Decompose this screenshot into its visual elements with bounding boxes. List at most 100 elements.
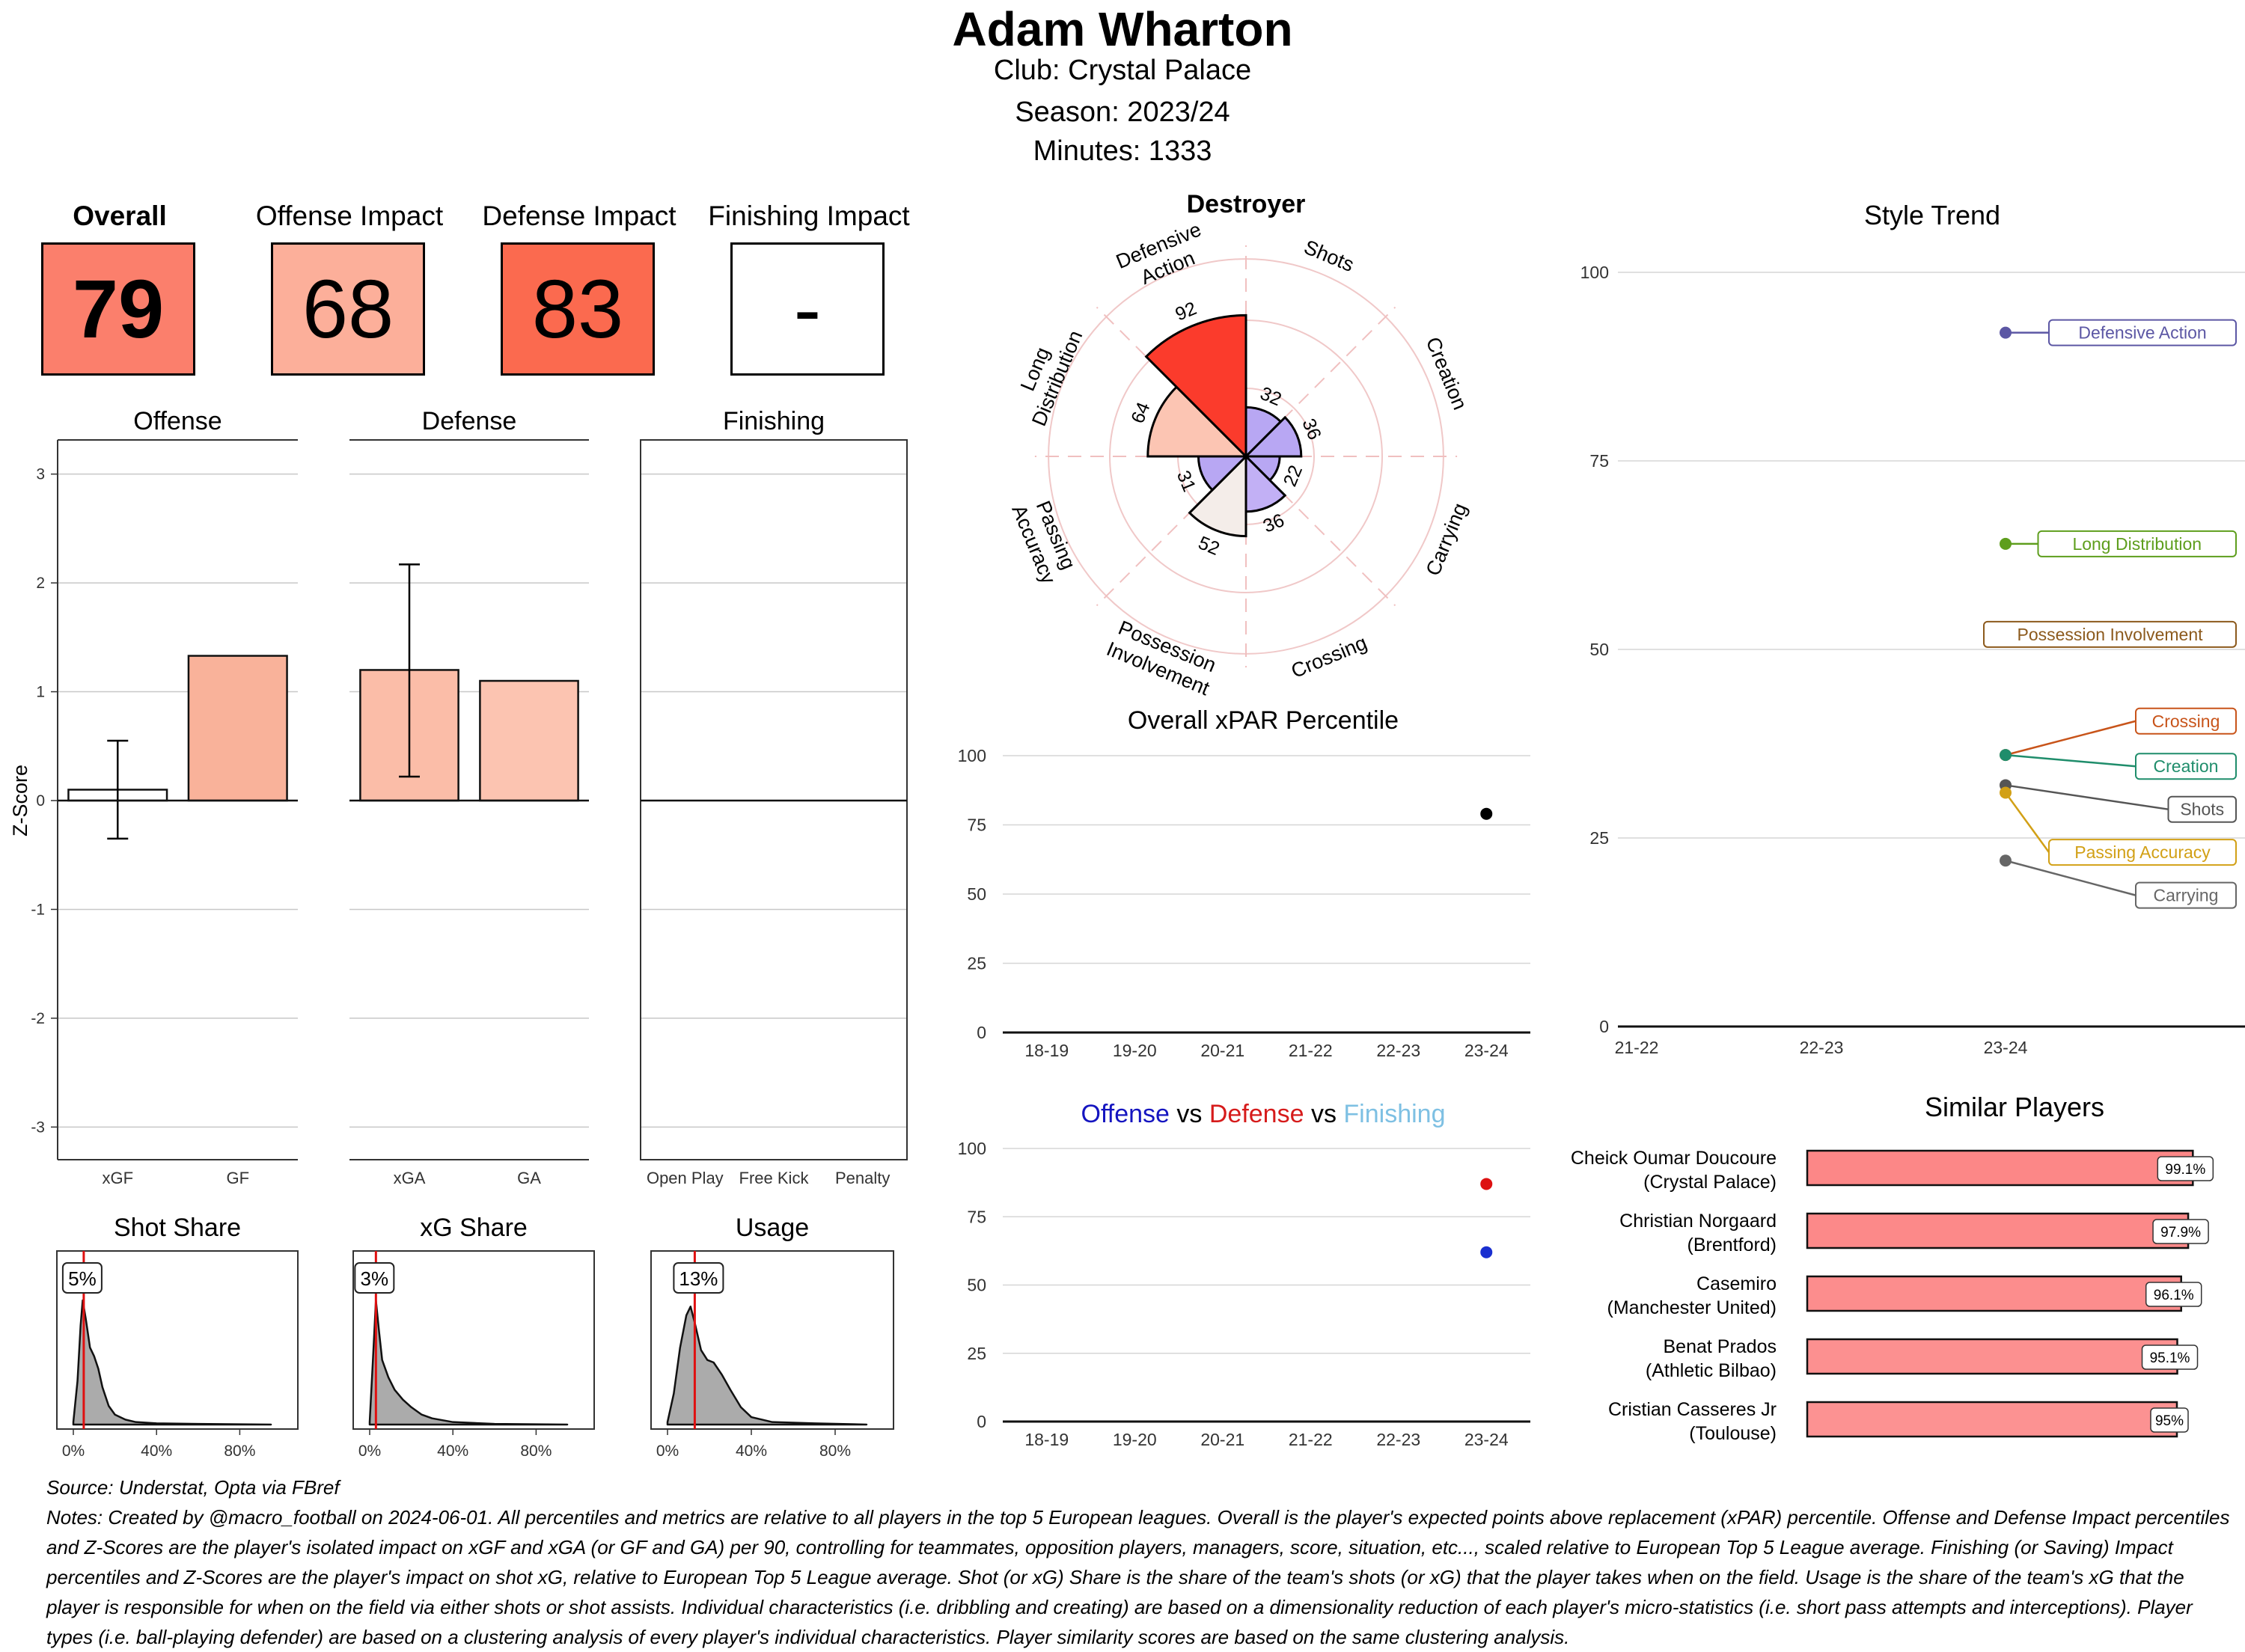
y-tick-label: -3 bbox=[31, 1119, 45, 1136]
source-note: Source: Understat, Opta via FBref bbox=[46, 1476, 340, 1499]
x-tick-label: 21-22 bbox=[1615, 1038, 1659, 1057]
x-tick-label: 23-24 bbox=[1984, 1038, 2028, 1057]
radar-wedge-creation bbox=[1243, 415, 1303, 458]
radar-value-label: 31 bbox=[1173, 468, 1200, 495]
value-label: 5% bbox=[68, 1267, 97, 1290]
series-label-box bbox=[2167, 795, 2237, 823]
share-shot-share: Shot Share 5% 0% 40% 80% bbox=[56, 1214, 299, 1460]
offense-defense-finishing-chart: Offense vs Defense vs Finishing 100 75 50 25… bbox=[958, 1100, 1530, 1449]
series-connector bbox=[2004, 792, 2050, 853]
similarity-label: 95.1% bbox=[2150, 1350, 2190, 1366]
score-label: Offense Impact bbox=[255, 201, 444, 231]
radar-value-label: 32 bbox=[1257, 383, 1284, 411]
x-tick-label: xGF bbox=[102, 1169, 133, 1187]
similarity-label-box bbox=[2145, 1282, 2202, 1307]
x-tick-label: GF bbox=[226, 1169, 249, 1187]
x-tick-label: 80% bbox=[224, 1443, 255, 1460]
x-tick-label: Free Kick bbox=[739, 1169, 810, 1187]
value-label: 3% bbox=[361, 1267, 389, 1290]
radar-spoke bbox=[1266, 306, 1396, 436]
score-value: 79 bbox=[41, 242, 195, 376]
series-label: Creation bbox=[2154, 756, 2219, 776]
y-tick-label: 75 bbox=[967, 1207, 986, 1226]
x-tick-label: 40% bbox=[141, 1443, 172, 1460]
radar-value-label: 92 bbox=[1173, 298, 1200, 325]
series-label-box bbox=[2135, 707, 2237, 735]
y-tick-label: 1 bbox=[36, 684, 45, 701]
series-point bbox=[2000, 537, 2012, 550]
series-label: Passing Accuracy bbox=[2074, 842, 2211, 862]
share-title: Usage bbox=[736, 1214, 809, 1242]
style-trend-chart: Style Trend 100 75 50 25 0 21-22 22-23 23-24 Defe… bbox=[1580, 200, 2245, 1057]
x-tick-label: 19-20 bbox=[1113, 1041, 1157, 1060]
player-club: (Crystal Palace) bbox=[1643, 1172, 1777, 1193]
x-tick-label: 21-22 bbox=[1289, 1041, 1333, 1060]
bar-gf bbox=[187, 655, 288, 802]
score-label: Overall bbox=[73, 201, 167, 231]
similarity-label: 97.9% bbox=[2160, 1225, 2201, 1240]
xpar-chart: Overall xPAR Percentile 100 75 50 25 0 18-19 19… bbox=[958, 706, 1530, 1060]
series-label-box bbox=[2135, 881, 2237, 909]
y-tick-label: 50 bbox=[967, 884, 986, 904]
player-name: Benat Prados bbox=[1664, 1336, 1777, 1357]
y-tick-label: 50 bbox=[1589, 640, 1609, 659]
series-label-box bbox=[2135, 753, 2237, 780]
radar-value-label: 64 bbox=[1127, 399, 1155, 426]
share-title: Shot Share bbox=[114, 1214, 241, 1242]
x-tick-label: 22-23 bbox=[1800, 1038, 1844, 1057]
density-area bbox=[666, 1306, 868, 1426]
facet-defense: Defense xGA GA bbox=[349, 407, 589, 1187]
minutes-line: Minutes: 1333 bbox=[1033, 135, 1212, 167]
y-tick-label: 75 bbox=[967, 816, 986, 835]
x-tick-label: 40% bbox=[736, 1443, 767, 1460]
x-tick-label: 23-24 bbox=[1464, 1430, 1509, 1449]
y-tick-label: 100 bbox=[958, 1139, 986, 1158]
bar-ga bbox=[479, 679, 579, 802]
radar-wedge-possession-involvement bbox=[1188, 453, 1247, 538]
series-point bbox=[2000, 326, 2012, 339]
similarity-bar bbox=[1806, 1275, 2182, 1312]
share-xg-share: xG Share 3% 0% 40% 80% bbox=[352, 1214, 595, 1460]
similarity-label: 99.1% bbox=[2165, 1162, 2205, 1178]
chart-title: Overall xPAR Percentile bbox=[1128, 706, 1399, 735]
similarity-label: 95% bbox=[2155, 1413, 2184, 1429]
x-tick-label: 23-24 bbox=[1464, 1041, 1509, 1060]
series-label-box bbox=[2048, 319, 2237, 346]
similarity-label-box bbox=[2152, 1219, 2209, 1244]
radar-category-label: Creation bbox=[1422, 334, 1472, 413]
x-tick-label: 22-23 bbox=[1376, 1430, 1420, 1449]
zscore-chart: Z-Score 3 2 1 0 -1 -2 -3 Offense xGF GF Defense xGA G… bbox=[9, 407, 908, 1187]
series-point bbox=[2000, 749, 2012, 762]
x-tick-label: 20-21 bbox=[1200, 1430, 1244, 1449]
density-area bbox=[368, 1299, 569, 1426]
player-club: (Brentford) bbox=[1687, 1235, 1777, 1255]
similar-players-chart: Similar Players Cheick Oumar Doucoure (Cry… bbox=[1571, 1092, 2214, 1444]
x-tick-label: 19-20 bbox=[1113, 1430, 1157, 1449]
radar-title: Destroyer bbox=[1187, 190, 1306, 218]
player-name: Cheick Oumar Doucoure bbox=[1571, 1148, 1777, 1169]
x-tick-label: GA bbox=[517, 1169, 541, 1187]
y-tick-label: 25 bbox=[967, 1344, 986, 1363]
series-connector bbox=[2005, 784, 2169, 810]
similarity-bar bbox=[1806, 1212, 2190, 1249]
similarity-bar bbox=[1806, 1338, 2178, 1375]
series-label-box bbox=[1983, 620, 2237, 648]
player-name: Adam Wharton bbox=[952, 2, 1293, 56]
similarity-label-box bbox=[2150, 1407, 2189, 1433]
series-connector bbox=[2005, 860, 2136, 896]
y-tick-label: 50 bbox=[967, 1276, 986, 1295]
y-tick-label: -1 bbox=[31, 901, 45, 918]
similarity-label-box bbox=[2141, 1344, 2199, 1370]
radar-wedge-defensive-action bbox=[1144, 313, 1247, 459]
radar-wedge-long-distribution bbox=[1146, 385, 1249, 458]
player-name: Christian Norgaard bbox=[1619, 1211, 1777, 1232]
value-label: 13% bbox=[679, 1267, 718, 1290]
y-tick-label: 3 bbox=[36, 466, 45, 483]
x-tick-label: 80% bbox=[520, 1443, 552, 1460]
value-label-box bbox=[673, 1262, 724, 1294]
y-tick-label: 2 bbox=[36, 575, 45, 592]
x-tick-label: 0% bbox=[358, 1443, 381, 1460]
radar-category-label: PassingAccuracy bbox=[1007, 492, 1082, 587]
